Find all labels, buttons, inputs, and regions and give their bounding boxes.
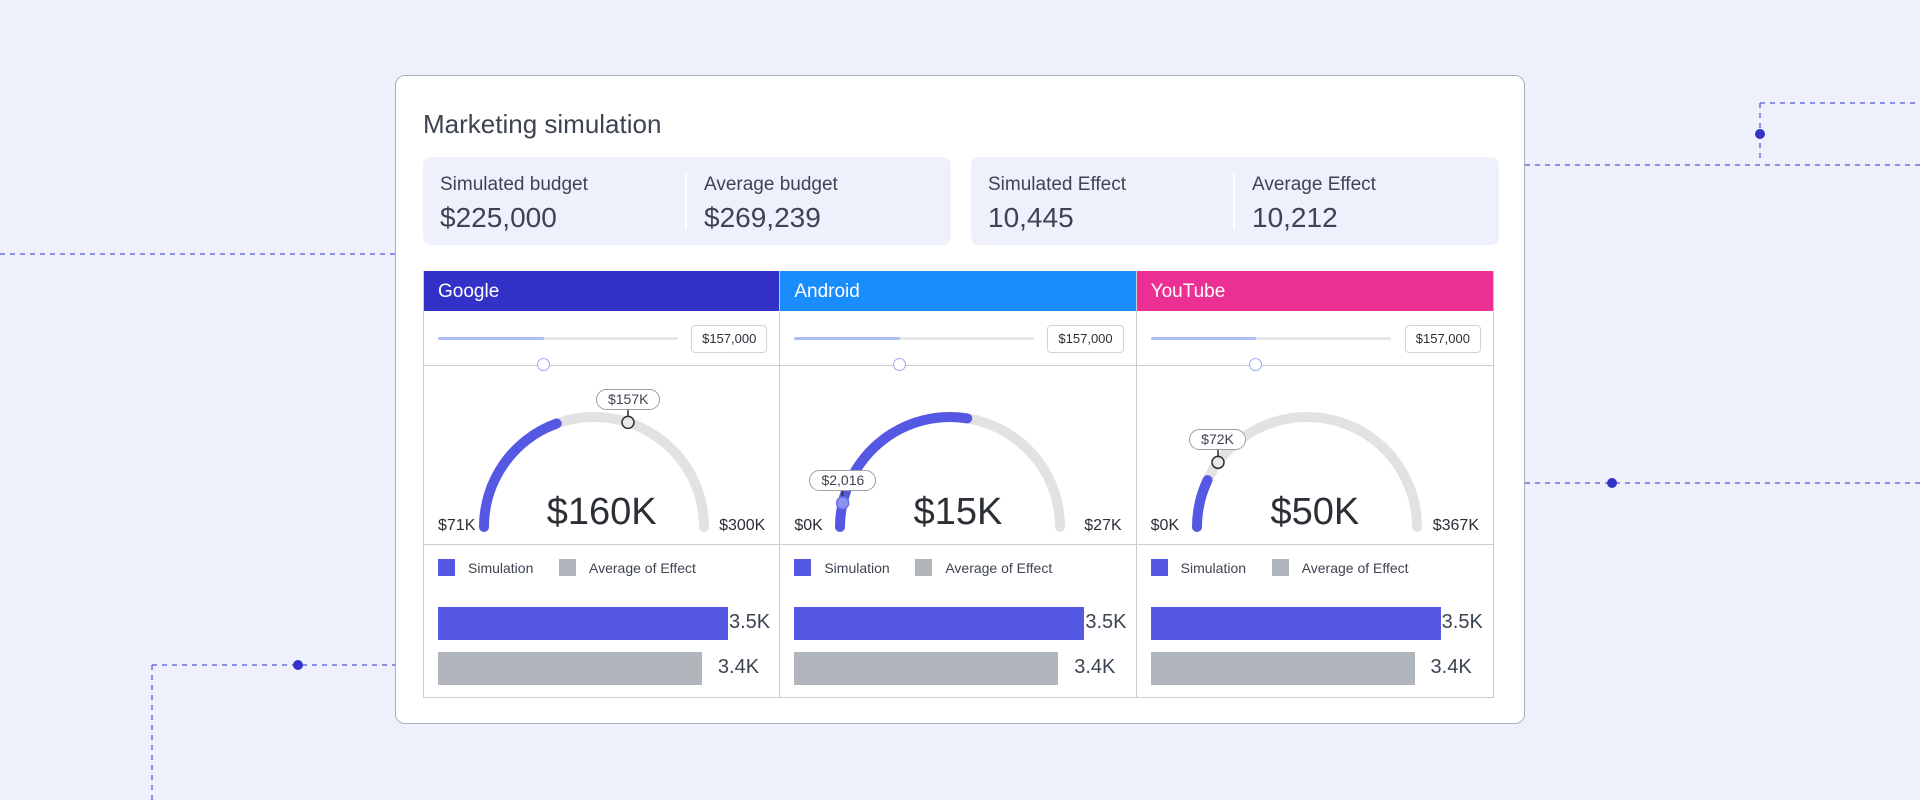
legend-swatch-average <box>559 559 576 576</box>
legend-label: Simulation <box>1180 559 1247 576</box>
simulation-bar <box>1150 607 1441 640</box>
gauge-chart <box>479 409 709 532</box>
simulation-bar-label: 3.5K <box>729 611 771 633</box>
gauge-chart <box>1191 412 1422 532</box>
budget-amount-input[interactable]: $157,000 <box>1047 325 1124 353</box>
metric-label: Simulated Effect <box>988 174 1127 195</box>
budget-slider[interactable] <box>794 337 1035 371</box>
gauge-min-label: $0K <box>1150 517 1180 534</box>
budget-slider-row: $157,000 <box>424 311 780 371</box>
legend-label: Average of Effect <box>1301 559 1409 576</box>
legend-label: Average of Effect <box>945 559 1053 576</box>
average-bar <box>794 652 1059 685</box>
legend-label: Average of Effect <box>589 559 696 576</box>
budget-slider[interactable] <box>1150 337 1391 371</box>
metric-value: 10,212 <box>1252 202 1338 233</box>
budget-amount-input[interactable]: $157,000 <box>1404 325 1481 353</box>
channel-header: YouTube <box>1136 271 1493 311</box>
legend-simulation: Simulation <box>794 559 890 576</box>
legend-swatch-average <box>1271 559 1289 576</box>
gauge-max-label: $367K <box>1432 517 1479 534</box>
legend-average: Average of Effect <box>559 559 696 576</box>
simulation-bar-label: 3.5K <box>1085 611 1127 633</box>
metric-value: $225,000 <box>440 202 557 233</box>
effect-summary: Simulated Effect 10,445 Average Effect 1… <box>971 157 1499 245</box>
gauge-min-label: $71K <box>438 517 476 534</box>
legend-average: Average of Effect <box>1271 559 1409 576</box>
slider-handle[interactable] <box>892 358 906 371</box>
gauge-marker-tooltip: $157K <box>595 389 661 411</box>
legend-label: Simulation <box>468 559 534 576</box>
metric-label: Average Effect <box>1252 174 1376 195</box>
gauge-value: $160K <box>546 491 657 533</box>
budget-summary: Simulated budget $225,000 Average budget… <box>423 157 951 245</box>
slider-fill <box>794 337 900 340</box>
budget-amount-input[interactable]: $157,000 <box>691 325 768 353</box>
average-bar-label: 3.4K <box>1430 656 1472 678</box>
metric-value: 10,445 <box>988 202 1074 233</box>
simulation-bar-label: 3.5K <box>1441 611 1483 633</box>
gauge-marker-tooltip: $72K <box>1189 429 1246 451</box>
gauge-value: $15K <box>913 491 1003 533</box>
metric-label: Simulated budget <box>440 174 588 195</box>
channel-grid: Google $157,000 $71K $300K $160K $157K S… <box>423 271 1494 698</box>
simulation-bar <box>794 607 1085 640</box>
gauge-marker <box>621 415 635 430</box>
chart-legend: Simulation Average of Effect <box>424 545 779 585</box>
legend-average: Average of Effect <box>915 559 1052 576</box>
slider-fill <box>1150 337 1257 340</box>
simulation-bar <box>438 607 728 640</box>
effect-gauge: $0K $27K $15K $2,016 <box>780 366 1136 545</box>
gauge-max-label: $300K <box>719 517 766 534</box>
metric-label: Average budget <box>704 174 838 195</box>
gauge-value-arc <box>479 418 562 532</box>
simulated-effect: Simulated Effect 10,445 <box>971 157 1235 245</box>
chart-legend: Simulation Average of Effect <box>780 545 1135 585</box>
slider-handle[interactable] <box>536 358 550 371</box>
average-bar-label: 3.4K <box>1074 656 1116 678</box>
gauge-marker <box>1210 455 1225 470</box>
page-title: Marketing simulation <box>423 109 662 139</box>
average-bar <box>438 652 702 685</box>
legend-label: Simulation <box>824 559 890 576</box>
simulation-card: Marketing simulation Simulated budget $2… <box>395 75 1525 724</box>
channel-header: Android <box>780 271 1136 311</box>
simulated-budget: Simulated budget $225,000 <box>423 157 687 245</box>
legend-swatch-average <box>915 559 933 576</box>
channel-column-google: Google $157,000 $71K $300K $160K $157K S… <box>424 271 781 697</box>
legend-simulation: Simulation <box>1150 559 1247 576</box>
slider-fill <box>438 337 544 340</box>
gauge-value-arc <box>1191 475 1213 532</box>
average-budget: Average budget $269,239 <box>685 157 951 245</box>
effect-gauge: $0K $367K $50K $72K <box>1136 366 1493 545</box>
channel-header: Google <box>424 271 780 311</box>
gauge-value: $50K <box>1270 491 1360 533</box>
legend-swatch-simulation <box>794 559 812 576</box>
average-bar-label: 3.4K <box>717 656 760 678</box>
gauge-max-label: $27K <box>1084 517 1122 534</box>
chart-legend: Simulation Average of Effect <box>1137 545 1493 585</box>
legend-swatch-simulation <box>1150 559 1168 576</box>
budget-slider[interactable] <box>438 337 678 371</box>
gauge-marker-tooltip: $2,016 <box>809 470 877 491</box>
legend-simulation: Simulation <box>438 559 533 576</box>
average-bar <box>1150 652 1415 685</box>
legend-swatch-simulation <box>438 559 455 576</box>
effect-gauge: $71K $300K $160K $157K <box>424 366 780 545</box>
gauge-min-label: $0K <box>794 517 823 534</box>
average-effect: Average Effect 10,212 <box>1233 157 1499 245</box>
gauge-marker <box>836 496 850 510</box>
metric-value: $269,239 <box>704 202 821 233</box>
slider-handle[interactable] <box>1249 358 1263 371</box>
channel-column-android: Android $157,000 $0K $27K $15K $2,016 Si… <box>780 271 1137 697</box>
channel-column-youtube: YouTube $157,000 $0K $367K $50K $72K Sim… <box>1136 271 1493 697</box>
budget-slider-row: $157,000 <box>1136 311 1493 371</box>
budget-slider-row: $157,000 <box>780 311 1136 371</box>
